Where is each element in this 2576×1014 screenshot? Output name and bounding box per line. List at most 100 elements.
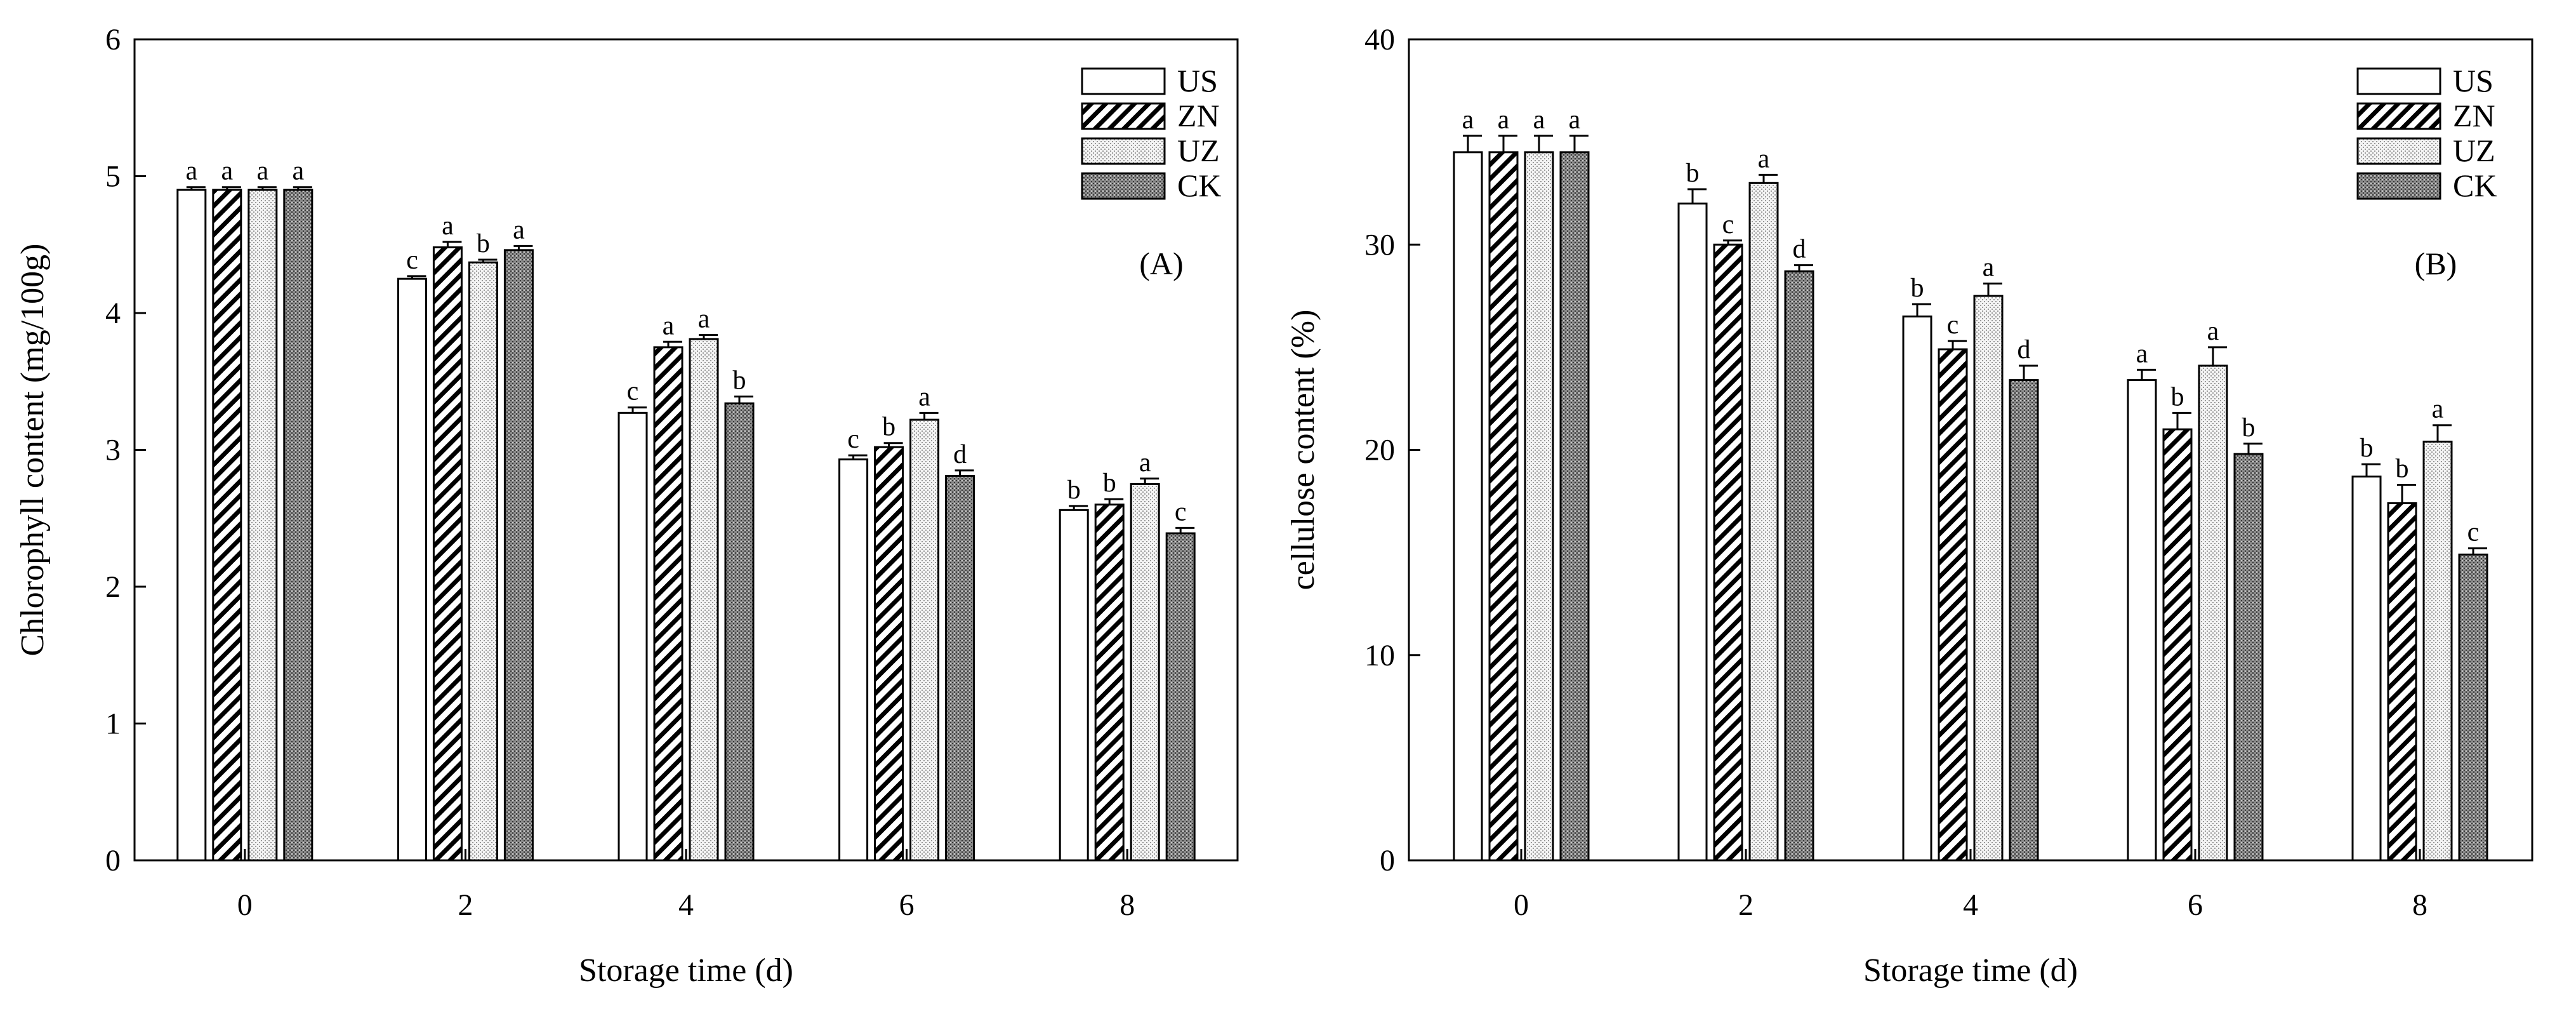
bar-uz [909,418,940,862]
legend-swatch-zn [2356,102,2441,130]
significance-letter: d [2018,335,2031,364]
bar-us [2127,379,2157,862]
significance-letter: a [2207,317,2219,346]
y-tick-label: 6 [105,23,121,57]
bar-zn [874,446,904,862]
bar-us [618,411,648,862]
bar-us [1453,151,1483,862]
legend-label-us: US [2453,63,2493,98]
significance-letter: a [1139,448,1151,477]
bar-uz [248,189,278,862]
x-tick-label: 4 [1963,888,1978,922]
bar-zn [1488,151,1519,862]
significance-letter: b [1686,159,1700,188]
significance-letter: a [221,157,233,186]
legend-label-ck: CK [1177,168,1221,203]
significance-letter: c [627,377,639,406]
significance-letter: a [918,382,930,411]
significance-letter: b [2242,413,2256,443]
y-tick-label: 20 [1364,434,1395,467]
bar-uz [1524,151,1554,862]
legend-swatch-uz [2356,137,2441,165]
significance-letter: b [2396,454,2409,483]
bar-zn [432,246,463,862]
legend-label-uz: UZ [1177,133,1220,168]
x-tick-label: 4 [678,888,694,922]
legend-label-uz: UZ [2453,133,2495,168]
bar-uz [1748,182,1779,862]
x-tick-label: 8 [1120,888,1135,922]
bar-ck [2458,553,2488,862]
significance-letter: d [1793,235,1806,264]
significance-letter: c [1947,310,1959,340]
legend-swatch-zn [1081,102,1166,130]
significance-letter: c [406,246,418,275]
significance-letter: b [882,413,895,442]
bar-ck [2009,379,2039,862]
x-tick-label: 2 [458,888,473,922]
bar-ck [1165,532,1196,862]
significance-letter: a [256,157,268,186]
significance-letter: a [292,157,304,186]
significance-letter: a [513,215,525,244]
significance-letter: a [1533,105,1545,135]
significance-letter: a [185,157,197,186]
bar-ck [945,474,975,862]
significance-letter: a [698,304,710,333]
x-tick-label: 6 [899,888,915,922]
significance-letter: a [2136,339,2148,368]
panel-label: (A) [1139,246,1183,281]
bar-zn [653,346,684,862]
legend-swatch-uz [1081,137,1166,165]
bar-uz [689,338,719,862]
x-tick-label: 0 [1514,888,1529,922]
x-tick-label: 0 [237,888,253,922]
significance-letter: c [1175,497,1187,526]
bar-zn [1094,504,1125,862]
y-axis-title: cellulose content (%) [1285,310,1321,590]
bar-uz [468,261,498,862]
significance-letter: d [953,440,967,469]
x-axis-title: Storage time (d) [1863,952,2078,989]
bar-us [1677,203,1708,862]
bar-zn [212,189,242,862]
significance-letter: a [1758,144,1770,173]
x-tick-label: 8 [2412,888,2427,922]
x-tick-label: 6 [2188,888,2203,922]
chart-panel-a: 0 1 2 3 4 5 6 Chlorophyll content (mg/100g) Stor… [15,23,1239,989]
bar-us [397,277,427,862]
significance-letter: a [2432,395,2444,424]
bar-ck [503,249,534,862]
y-tick-label: 40 [1364,23,1395,57]
legend-swatch-us [2356,67,2441,95]
bar-ck [283,189,314,862]
bar-zn [1713,243,1743,862]
bar-zn [1938,348,1968,862]
y-tick-label: 0 [105,844,121,877]
legend-swatch-us [1081,67,1166,95]
bar-ck [2233,453,2264,862]
legend-swatch-ck [2356,172,2441,200]
y-tick-label: 5 [105,160,121,194]
significance-letter: a [1498,105,1510,135]
significance-letter: b [1911,274,1924,303]
panel-label: (B) [2415,246,2457,281]
y-tick-label: 30 [1364,228,1395,262]
significance-letter: c [1722,210,1734,239]
bar-ck [724,402,755,862]
bar-us [2351,476,2382,862]
y-tick-label: 3 [105,434,121,467]
y-tick-label: 4 [105,297,121,330]
x-axis-title: Storage time (d) [579,952,793,989]
bar-us [1902,315,1932,862]
legend-label-zn: ZN [1177,98,1220,133]
bar-us [838,458,869,862]
bar-zn [2387,502,2417,862]
significance-letter: a [442,211,454,241]
y-tick-label: 2 [105,570,121,604]
significance-letter: c [2467,518,2480,547]
y-tick-label: 1 [105,707,121,741]
significance-letter: b [1103,469,1116,498]
